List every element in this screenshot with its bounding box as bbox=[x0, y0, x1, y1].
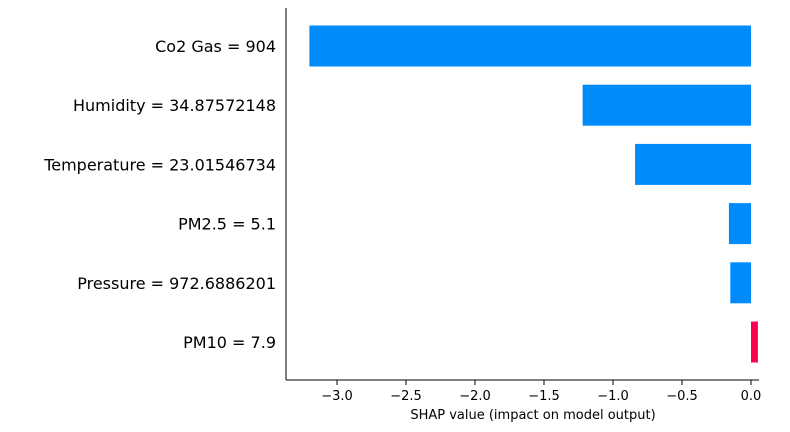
category-label-0: Co2 Gas = 904 bbox=[155, 37, 276, 56]
category-label-3: PM2.5 = 5.1 bbox=[178, 215, 276, 234]
bar-5 bbox=[751, 321, 758, 363]
x-tick-label-5: −0.5 bbox=[666, 389, 698, 404]
x-tick-label-6: 0.0 bbox=[741, 389, 762, 404]
category-label-2: Temperature = 23.01546734 bbox=[43, 155, 276, 174]
bar-4 bbox=[730, 262, 751, 304]
category-label-4: Pressure = 972.6886201 bbox=[77, 274, 276, 293]
bars-layer bbox=[309, 25, 758, 363]
bar-0 bbox=[309, 25, 751, 67]
x-tick-label-2: −2.0 bbox=[459, 389, 491, 404]
bar-3 bbox=[728, 203, 751, 245]
x-tick-label-0: −3.0 bbox=[321, 389, 353, 404]
x-axis-label: SHAP value (impact on model output) bbox=[410, 408, 655, 423]
bar-2 bbox=[635, 143, 751, 185]
bar-1 bbox=[582, 84, 751, 126]
category-labels: Co2 Gas = 904 Humidity = 34.87572148 Tempe… bbox=[43, 37, 276, 352]
category-label-5: PM10 = 7.9 bbox=[183, 333, 276, 352]
x-tick-label-3: −1.5 bbox=[528, 389, 560, 404]
category-label-1: Humidity = 34.87572148 bbox=[73, 96, 276, 115]
x-ticks: −3.0 −2.5 −2.0 −1.5 −1.0 −0.5 0.0 bbox=[321, 380, 761, 404]
x-tick-label-4: −1.0 bbox=[597, 389, 629, 404]
x-tick-label-1: −2.5 bbox=[390, 389, 422, 404]
